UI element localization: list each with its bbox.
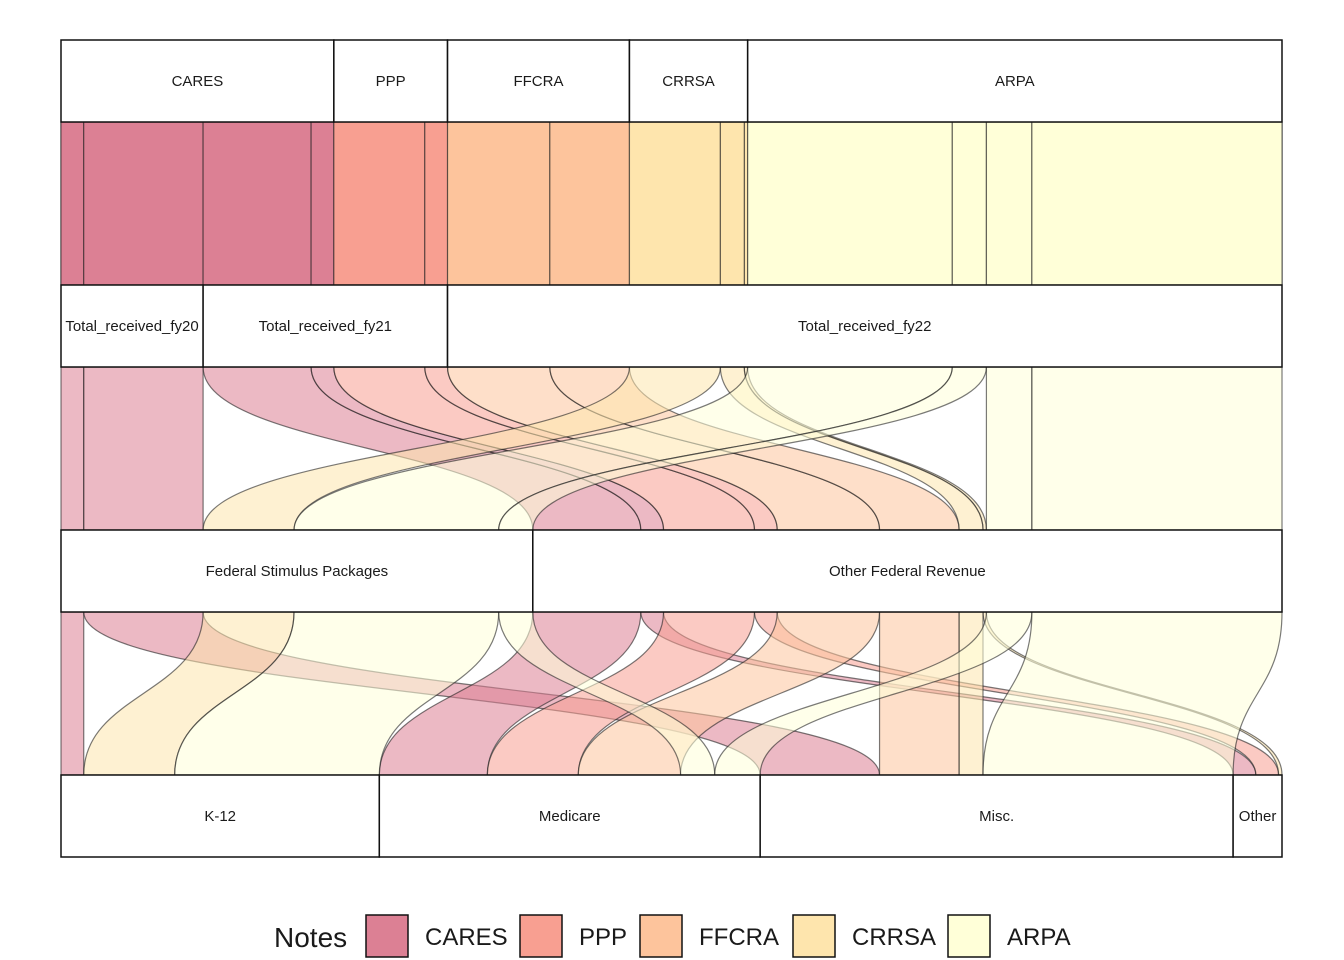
flow-cares-1 (83, 366, 204, 531)
legend-label-arpa: ARPA (1007, 924, 1071, 951)
legend-swatch-ffcra (639, 914, 683, 958)
stratum-box (60, 774, 381, 858)
stratum-box (60, 284, 204, 368)
flow-cares-0 (60, 121, 85, 286)
flow-arpa-1 (1031, 366, 1283, 531)
stratum-label: Other Federal Revenue (829, 563, 986, 580)
stratum-labels: CARES PPP FFCRA CRRSA ARPA Total_received_fy2… (65, 73, 1276, 825)
stratum-label: CRRSA (662, 73, 715, 90)
stratum-label: Total_received_fy22 (798, 318, 931, 335)
flow-arpa-0 (951, 121, 988, 286)
stratum-label: Other (1239, 808, 1277, 825)
legend-swatch-arpa (947, 914, 991, 958)
legend-label-ppp: PPP (579, 924, 627, 951)
flow-ffcra-0 (446, 121, 551, 286)
flow-crrsa-0 (628, 121, 721, 286)
flow-ppp-0 (424, 121, 449, 286)
flow-cares-0 (83, 121, 204, 286)
flow-arpa-0 (1031, 121, 1283, 286)
legend-swatch-crrsa (792, 914, 836, 958)
legend-label-crrsa: CRRSA (852, 924, 936, 951)
legend-label-cares: CARES (425, 924, 508, 951)
flow-ffcra-0 (549, 121, 631, 286)
flow-arpa-0 (985, 121, 1033, 286)
legend-label-ffcra: FFCRA (699, 924, 779, 951)
stratum-box (60, 39, 335, 123)
flow-cares-1 (60, 366, 85, 531)
stratum-box (1232, 774, 1283, 858)
stratum-label: Total_received_fy21 (259, 318, 392, 335)
legend-swatch-ppp (519, 914, 563, 958)
legend-swatch-cares (365, 914, 409, 958)
stratum-label: Misc. (979, 808, 1014, 825)
flow-cares-0 (310, 121, 335, 286)
stratum-box (202, 284, 449, 368)
flow-cares-2 (60, 611, 85, 776)
stratum-box (746, 39, 1283, 123)
stratum-box (532, 529, 1283, 613)
stratum-label: K-12 (204, 808, 236, 825)
stratum-box (378, 774, 761, 858)
stratum-label: ARPA (995, 73, 1035, 90)
flow-ppp-0 (333, 121, 426, 286)
flow-arpa-0 (747, 121, 953, 286)
stratum-box (759, 774, 1234, 858)
stratum-boxes (60, 39, 1283, 858)
flow-cares-0 (202, 121, 312, 286)
stratum-box (60, 529, 534, 613)
legend: Notes CARES PPP FFCRA CRRSA ARPA (274, 914, 1071, 958)
flow-arpa-1 (985, 366, 1033, 531)
flow-crrsa-0 (719, 121, 745, 286)
stratum-label: CARES (172, 73, 224, 90)
stratum-label: Medicare (539, 808, 601, 825)
stratum-box (446, 39, 631, 123)
stratum-label: Federal Stimulus Packages (206, 563, 389, 580)
stratum-box (446, 284, 1283, 368)
flow-ribbons (60, 121, 1283, 776)
legend-title: Notes (274, 922, 347, 953)
stratum-box (628, 39, 749, 123)
stratum-label: Total_received_fy20 (65, 318, 198, 335)
stratum-label: FFCRA (513, 73, 563, 90)
stratum-label: PPP (376, 73, 406, 90)
